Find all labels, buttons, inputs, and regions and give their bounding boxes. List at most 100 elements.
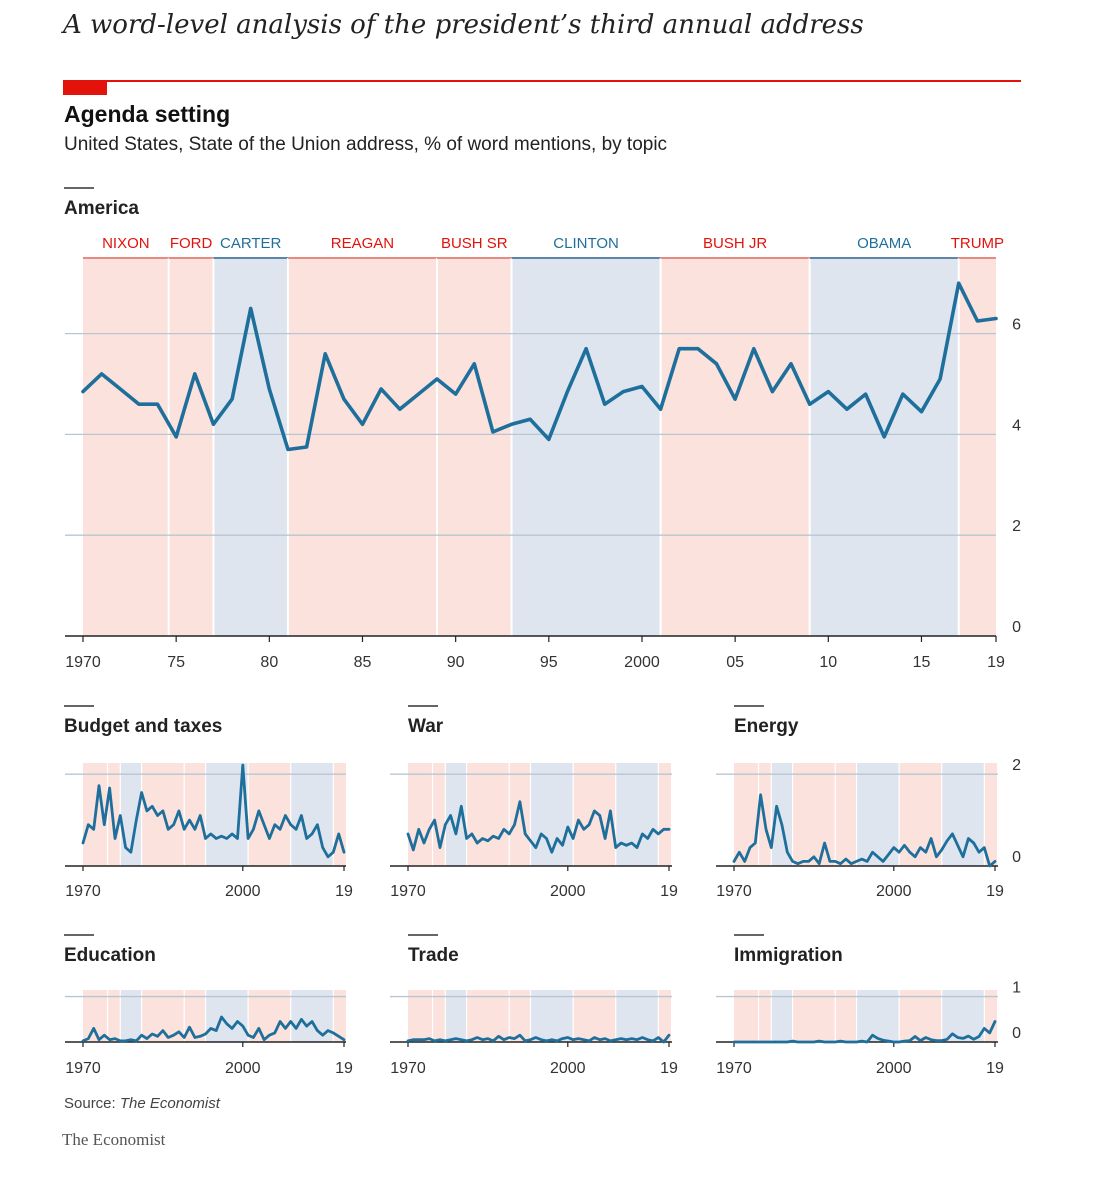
x-tick-label: 1970 xyxy=(65,883,101,900)
brand-logo: The Economist xyxy=(62,1130,166,1149)
panel-3: War 1970 2000 19 xyxy=(390,705,678,900)
president-label: NIXON xyxy=(102,235,150,252)
x-tick-label: 2000 xyxy=(550,1060,586,1077)
panel-2: Budget and taxes 1970 2000 19 xyxy=(64,705,353,900)
series-line xyxy=(406,1033,671,1044)
presidency-band xyxy=(984,990,997,1042)
x-tick-label: 19 xyxy=(335,883,353,900)
x-tick-label: 80 xyxy=(260,654,278,671)
accent-tag xyxy=(63,82,107,95)
presidency-band xyxy=(530,990,574,1042)
presidency-band xyxy=(445,763,467,866)
presidency-band xyxy=(83,258,169,636)
x-tick-label: 1970 xyxy=(390,1060,426,1077)
president-label: FORD xyxy=(170,235,213,252)
accent-rule xyxy=(63,80,1021,82)
president-label: BUSH SR xyxy=(441,235,508,252)
x-tick-label: 19 xyxy=(660,1060,678,1077)
presidency-band xyxy=(792,763,836,866)
presidency-band xyxy=(835,990,857,1042)
x-tick-label: 2000 xyxy=(225,883,261,900)
presidency-band xyxy=(290,990,334,1042)
x-tick-label: 19 xyxy=(987,654,1005,671)
presidency-band xyxy=(120,990,142,1042)
presidency-band xyxy=(658,990,671,1042)
y-tick-label: 2 xyxy=(1012,757,1021,774)
series-line xyxy=(406,800,671,854)
panel-title: Energy xyxy=(734,716,799,737)
presidency-band xyxy=(899,990,942,1042)
panel-title: War xyxy=(408,716,444,737)
president-label: REAGAN xyxy=(331,235,394,252)
x-tick-label: 05 xyxy=(726,654,744,671)
y-tick-label: 6 xyxy=(1012,317,1021,334)
series-line xyxy=(81,1015,346,1043)
panel-1: America NIXON FORD CARTER REAGAN BUSH SR CLINT… xyxy=(64,187,1021,671)
presidency-band xyxy=(509,990,531,1042)
x-tick-label: 2000 xyxy=(624,654,660,671)
presidency-band xyxy=(184,763,206,866)
x-tick-label: 2000 xyxy=(876,883,912,900)
x-tick-label: 1970 xyxy=(716,1060,752,1077)
presidency-band xyxy=(734,763,759,866)
presidency-band xyxy=(432,990,446,1042)
presidency-band xyxy=(758,990,772,1042)
presidency-band xyxy=(792,990,836,1042)
y-tick-label: 1 xyxy=(1012,980,1021,997)
presidency-band xyxy=(213,258,288,636)
x-tick-label: 1970 xyxy=(65,654,101,671)
presidency-band xyxy=(984,763,997,866)
source-note: Source: The Economist xyxy=(64,1095,220,1112)
x-tick-label: 95 xyxy=(540,654,558,671)
y-tick-label: 0 xyxy=(1012,619,1021,636)
x-tick-label: 2000 xyxy=(876,1060,912,1077)
presidency-band xyxy=(660,258,810,636)
presidency-band xyxy=(437,258,512,636)
x-tick-label: 2000 xyxy=(550,883,586,900)
president-label: CARTER xyxy=(220,235,282,252)
presidency-band xyxy=(835,763,857,866)
x-tick-label: 90 xyxy=(447,654,465,671)
x-tick-label: 19 xyxy=(986,1060,1004,1077)
presidency-band xyxy=(856,990,900,1042)
x-tick-label: 19 xyxy=(986,883,1004,900)
x-tick-label: 1970 xyxy=(65,1060,101,1077)
presidency-band xyxy=(658,763,671,866)
x-tick-label: 1970 xyxy=(716,883,752,900)
y-tick-label: 0 xyxy=(1012,1025,1021,1042)
panel-4: Energy 0 2 1970 2000 19 xyxy=(716,705,1021,900)
presidency-band xyxy=(287,258,438,636)
x-tick-label: 85 xyxy=(354,654,372,671)
x-tick-label: 75 xyxy=(167,654,185,671)
presidency-band xyxy=(333,990,346,1042)
presidency-band xyxy=(771,990,793,1042)
x-tick-label: 2000 xyxy=(225,1060,261,1077)
y-tick-label: 4 xyxy=(1012,417,1021,434)
header-title: A word-level analysis of the president’s… xyxy=(63,10,864,40)
source-name: The Economist xyxy=(119,1095,220,1112)
panel-6: Trade 1970 2000 19 xyxy=(390,934,678,1077)
presidency-band xyxy=(445,990,467,1042)
presidency-band xyxy=(573,990,616,1042)
x-tick-label: 19 xyxy=(335,1060,353,1077)
x-tick-label: 19 xyxy=(660,883,678,900)
presidency-band xyxy=(958,258,996,636)
president-label: OBAMA xyxy=(857,235,911,252)
series-line xyxy=(81,763,346,859)
chart-subtitle: United States, State of the Union addres… xyxy=(64,134,668,155)
presidency-band xyxy=(509,763,531,866)
presidency-band xyxy=(771,763,793,866)
presidency-band xyxy=(466,990,510,1042)
presidency-band xyxy=(466,763,510,866)
president-label: CLINTON xyxy=(553,235,619,252)
presidency-band xyxy=(734,990,759,1042)
presidency-band xyxy=(809,258,959,636)
presidency-band xyxy=(432,763,446,866)
y-tick-label: 0 xyxy=(1012,849,1021,866)
presidency-band xyxy=(107,763,121,866)
series-line xyxy=(732,793,997,868)
presidency-band xyxy=(408,990,433,1042)
source-label: Source: xyxy=(64,1095,116,1112)
panel-title: America xyxy=(64,198,139,219)
x-tick-label: 10 xyxy=(819,654,837,671)
